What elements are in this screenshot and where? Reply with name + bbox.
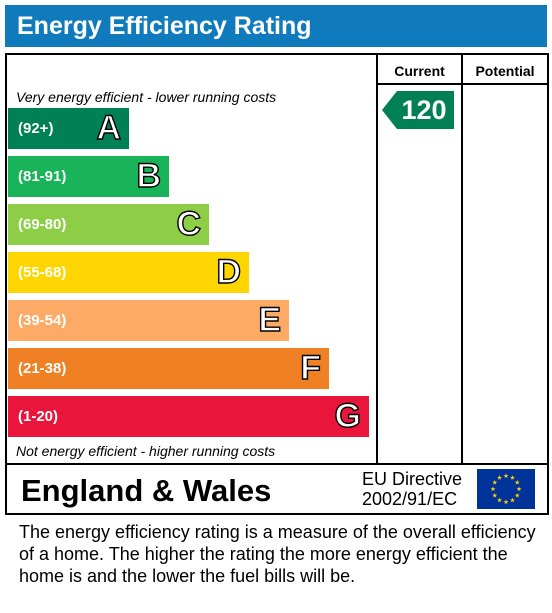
band-c: (69-80) C [8, 204, 209, 245]
band-letter: F [300, 348, 322, 387]
flag-star [497, 497, 502, 503]
band-b: (81-91) B [8, 156, 169, 197]
band-range-label: (1-20) [18, 408, 59, 425]
directive-line-2: 2002/91/EC [362, 489, 458, 509]
band-letter: A [96, 108, 122, 147]
band-a: (92+) A [8, 108, 129, 149]
flag-star [510, 497, 515, 503]
flag-star [492, 479, 498, 485]
flag-star [516, 486, 522, 492]
band-e: (39-54) E [8, 300, 289, 341]
current-rating-arrow [382, 91, 454, 129]
band-range-label: (92+) [18, 120, 54, 137]
flag-star [497, 475, 502, 480]
flag-star [503, 499, 509, 505]
flag-star [514, 479, 520, 485]
rating-caption: The energy efficiency rating is a measur… [19, 522, 536, 586]
potential-column-header: Potential [475, 63, 535, 79]
current-column-header: Current [394, 63, 445, 79]
band-range-label: (39-54) [18, 312, 67, 329]
bottom-note: Not energy efficient - higher running co… [16, 443, 276, 459]
column-divider-current [376, 55, 378, 463]
band-range-label: (55-68) [18, 264, 67, 281]
band-letter: G [334, 396, 362, 435]
flag-star [514, 492, 520, 498]
band-g: (1-20) G [8, 396, 369, 437]
band-range-label: (21-38) [18, 360, 67, 377]
page-title: Energy Efficiency Rating [17, 12, 312, 40]
column-divider-potential [461, 55, 463, 463]
flag-star [503, 473, 509, 479]
flag-star [490, 486, 496, 492]
band-range-label: (81-91) [18, 168, 67, 185]
footer-divider [7, 463, 547, 465]
flag-star [510, 475, 515, 480]
country-label: England & Wales [21, 473, 272, 508]
header-bar: Energy Efficiency Rating [5, 5, 547, 47]
band-letter: C [176, 204, 202, 243]
eu-flag-icon [477, 469, 535, 509]
top-note: Very energy efficient - lower running co… [16, 89, 277, 105]
rating-chart: Current Potential Very energy efficient … [5, 53, 549, 515]
flag-star [492, 492, 498, 498]
band-range-label: (69-80) [18, 216, 67, 233]
column-header-divider [376, 83, 547, 85]
band-letter: D [216, 252, 242, 291]
current-rating-value: 120 [401, 95, 447, 125]
band-d: (55-68) D [8, 252, 249, 293]
band-f: (21-38) F [8, 348, 329, 389]
directive-line-1: EU Directive [362, 469, 463, 489]
band-letter: B [136, 156, 162, 195]
band-letter: E [258, 300, 282, 339]
